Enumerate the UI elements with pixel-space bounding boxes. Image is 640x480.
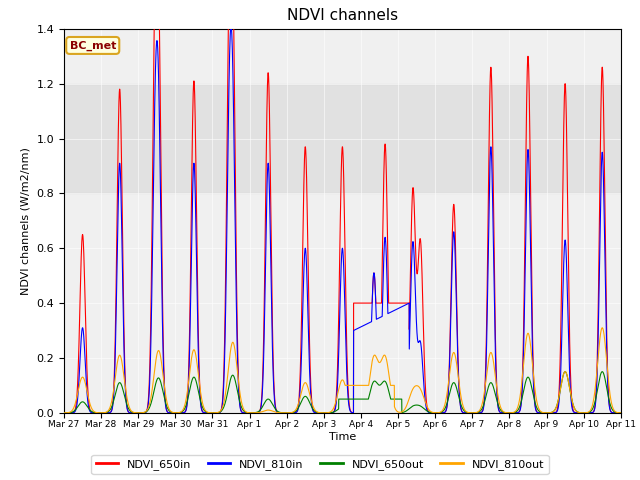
Title: NDVI channels: NDVI channels [287,9,398,24]
Text: BC_met: BC_met [70,40,116,50]
Bar [64,84,621,193]
Y-axis label: NDVI channels (W/m2/nm): NDVI channels (W/m2/nm) [21,147,31,295]
Legend: NDVI_650in, NDVI_810in, NDVI_650out, NDVI_810out: NDVI_650in, NDVI_810in, NDVI_650out, NDV… [92,455,548,474]
X-axis label: Time: Time [329,432,356,442]
